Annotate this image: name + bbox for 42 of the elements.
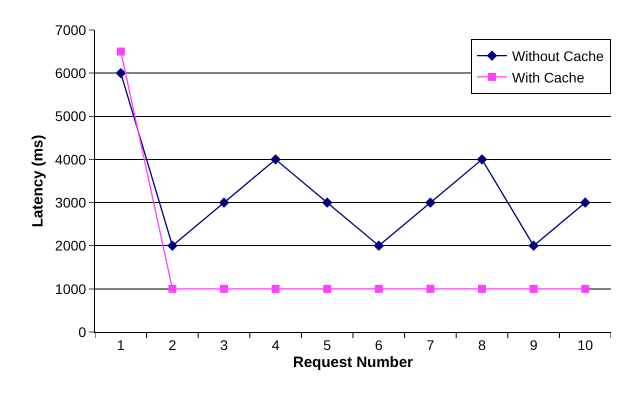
x-axis-title: Request Number [292,354,414,371]
point [530,284,538,293]
y-tick-label: 0 [78,324,86,340]
point [374,284,383,293]
y-tick-label: 3000 [55,194,86,210]
point [272,284,280,293]
y-tick-label: 1000 [55,280,86,297]
point [116,48,125,56]
point [167,240,178,251]
y-tick-label: 2000 [55,238,86,254]
y-tick-label: 5000 [55,108,86,124]
point [168,284,176,293]
point [476,154,488,165]
x-tick-label: 10 [577,336,594,353]
y-axis-title: Latency (ms) [29,134,46,228]
legend-label: Without Cache [512,48,604,64]
x-tick-label: 9 [530,336,538,353]
point [426,284,434,293]
point [478,284,486,293]
y-tick-label: 4000 [55,151,86,168]
point [323,284,332,293]
x-tick-label: 2 [168,336,176,353]
y-tick-label: 7000 [55,22,86,38]
x-tick-label: 6 [374,336,383,353]
y-tick-label: 6000 [55,65,86,82]
x-tick-label: 4 [272,336,280,353]
point [528,240,539,251]
point [581,284,590,293]
point [374,240,384,251]
x-tick-label: 8 [478,336,486,353]
x-tick-label: 5 [323,336,332,353]
point [425,197,436,208]
x-tick-label: 3 [220,336,228,353]
x-tick-label: 7 [426,336,434,353]
point [220,284,228,293]
point [580,197,590,208]
point [218,197,230,208]
point [270,154,281,165]
x-tick-label: 1 [116,336,125,353]
point [322,197,332,208]
legend-label: With Cache [512,69,585,86]
point [116,68,126,78]
